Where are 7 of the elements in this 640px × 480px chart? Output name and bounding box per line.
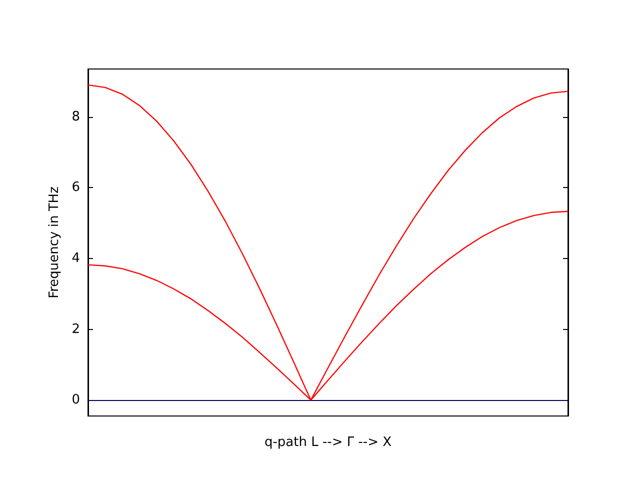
y-tick-label: 0 [72, 392, 80, 408]
y-tick-label: 8 [72, 109, 80, 124]
y-tick-label: 6 [72, 180, 80, 196]
y-tick-label: 2 [72, 322, 80, 337]
y-axis-title: Frequency in THz [46, 186, 62, 298]
y-tick-label: 4 [72, 250, 80, 266]
x-axis-title: q-path L --> Γ --> X [264, 435, 392, 450]
